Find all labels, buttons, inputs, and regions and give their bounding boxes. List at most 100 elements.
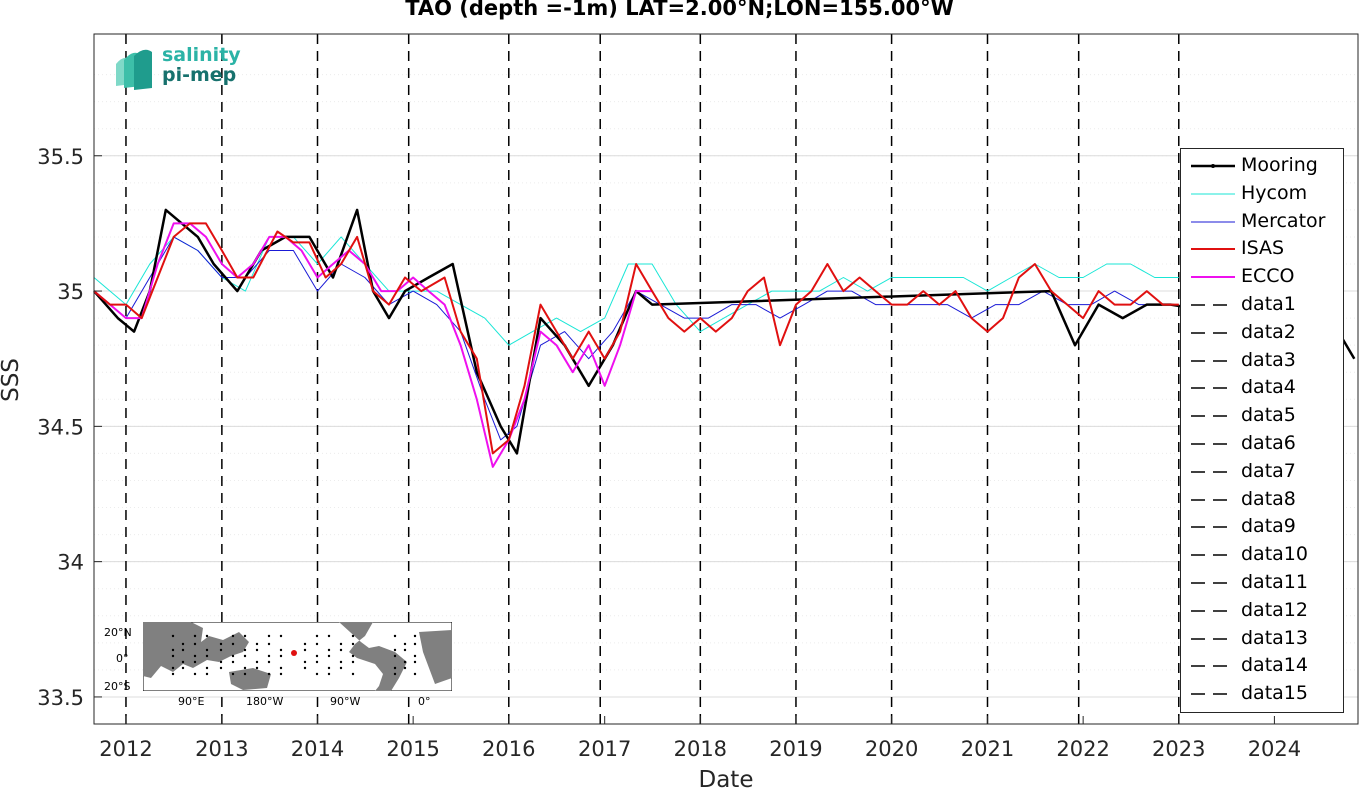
y-axis-ticks: 33.5 34 34.5 35 35.5	[37, 145, 102, 710]
legend-item-data13: data13	[1181, 625, 1343, 653]
legend-item-data7: data7	[1181, 458, 1343, 486]
legend-item-data10: data10	[1181, 541, 1343, 569]
inset-lat-label-1: 20°N	[104, 626, 132, 639]
legend-label: data8	[1241, 487, 1296, 510]
x-tick-label: 2021	[961, 737, 1014, 761]
legend-swatch	[1191, 359, 1235, 362]
legend-swatch	[1191, 332, 1235, 334]
inset-land-australia	[229, 668, 271, 690]
y-tick-label: 34.5	[37, 415, 84, 439]
legend-item-data15: data15	[1181, 680, 1343, 708]
legend-label: Mooring	[1241, 154, 1318, 176]
legend-item-data3: data3	[1181, 347, 1343, 375]
legend-item-hycom: Hycom	[1181, 180, 1343, 208]
legend-swatch	[1191, 498, 1235, 501]
legend-swatch	[1191, 304, 1235, 306]
legend-item-data1: data1	[1181, 291, 1343, 319]
x-tick-label: 2015	[386, 737, 439, 761]
legend-swatch	[1191, 276, 1235, 279]
legend-swatch	[1191, 471, 1235, 473]
inset-lon-label-2: 180°W	[246, 695, 284, 708]
legend-label: data12	[1241, 598, 1308, 621]
chart-title: TAO (depth =-1m) LAT=2.00°N;LON=155.00°W	[405, 0, 954, 20]
legend-swatch	[1191, 637, 1235, 640]
legend-item-data8: data8	[1181, 486, 1343, 514]
x-tick-label: 2017	[578, 737, 631, 761]
legend-swatch	[1191, 582, 1235, 584]
legend-item-data4: data4	[1181, 374, 1343, 402]
inset-land-africa-asia	[143, 622, 249, 678]
legend-item-data11: data11	[1181, 569, 1343, 597]
x-tick-label: 2012	[99, 737, 152, 761]
inset-lon-label-3: 90°W	[330, 695, 361, 708]
legend-item-data12: data12	[1181, 597, 1343, 625]
legend-label: data7	[1241, 459, 1296, 482]
legend-swatch	[1191, 221, 1235, 223]
salinity-pi-mep-logo: salinity pi-mep	[112, 44, 252, 92]
inset-lon-label-4: 0°	[418, 695, 431, 708]
legend-swatch	[1191, 665, 1235, 668]
y-tick-label: 33.5	[37, 686, 84, 710]
logo-text-salinity: salinity	[162, 44, 241, 66]
legend-swatch	[1191, 387, 1235, 390]
y-tick-label: 35	[57, 280, 84, 304]
legend-item-ecco: ECCO	[1181, 263, 1343, 291]
inset-land-africa-east	[419, 630, 452, 684]
y-tick-label: 34	[57, 551, 84, 575]
legend-label: data3	[1241, 348, 1296, 371]
series-line-mercator	[93, 236, 1179, 441]
x-tick-label: 2018	[674, 737, 727, 761]
legend-label: data11	[1241, 571, 1308, 593]
legend-label: data1	[1241, 293, 1296, 315]
legend-label: data13	[1241, 626, 1308, 649]
inset-land-americas	[339, 622, 407, 691]
legend-label: data5	[1241, 404, 1296, 427]
x-tick-label: 2014	[291, 737, 344, 761]
x-tick-label: 2013	[195, 737, 248, 761]
y-tick-label: 35.5	[37, 145, 84, 169]
inset-location-marker	[291, 650, 297, 656]
x-tick-label: 2024	[1248, 737, 1301, 761]
legend-item-data14: data14	[1181, 652, 1343, 680]
legend-label: ECCO	[1241, 265, 1295, 288]
inset-lon-label-1: 90°E	[178, 695, 205, 708]
legend-label: ISAS	[1241, 237, 1285, 260]
legend-item-data9: data9	[1181, 513, 1343, 541]
legend-swatch	[1191, 693, 1235, 695]
legend-item-data6: data6	[1181, 430, 1343, 458]
legend-label: Hycom	[1241, 181, 1308, 204]
x-axis-ticks: 2012 2013 2014 2015 2016 2017 2018 2019 2020 2021…	[99, 716, 1301, 761]
legend-item-data2: data2	[1181, 319, 1343, 347]
series-line-ecco	[93, 222, 653, 468]
series-line-mooring	[93, 208, 1356, 455]
legend-swatch	[1191, 248, 1235, 251]
plot-area-frame	[93, 33, 1359, 725]
legend-item-data5: data5	[1181, 402, 1343, 430]
legend-label: data9	[1241, 515, 1296, 538]
legend-label: data6	[1241, 432, 1296, 454]
legend-label: data2	[1241, 320, 1296, 343]
chart-series	[93, 208, 1356, 468]
x-tick-label: 2022	[1056, 737, 1109, 761]
logo-text-pi-mep: pi-mep	[162, 64, 237, 86]
x-axis-label: Date	[699, 767, 754, 790]
legend-swatch	[1191, 443, 1235, 445]
legend-swatch	[1191, 610, 1235, 612]
legend-swatch	[1191, 554, 1235, 556]
dashed-year-lines	[125, 34, 1180, 724]
logo-waves-icon	[116, 49, 152, 90]
x-tick-label: 2020	[865, 737, 918, 761]
legend-label: Mercator	[1241, 209, 1326, 232]
legend-swatch	[1191, 193, 1235, 195]
legend-label: data4	[1241, 376, 1296, 399]
legend-label: data15	[1241, 682, 1308, 705]
y-axis-label: SSS	[0, 358, 24, 402]
x-tick-label: 2016	[482, 737, 535, 761]
legend-label: data10	[1241, 543, 1308, 566]
legend-swatch	[1191, 164, 1235, 168]
inset-lat-label-3: 20°S	[104, 680, 131, 693]
legend-swatch	[1191, 526, 1235, 529]
legend-swatch	[1191, 415, 1235, 417]
legend-label: data14	[1241, 654, 1308, 677]
inset-lat-label-2: 0°	[116, 652, 129, 665]
